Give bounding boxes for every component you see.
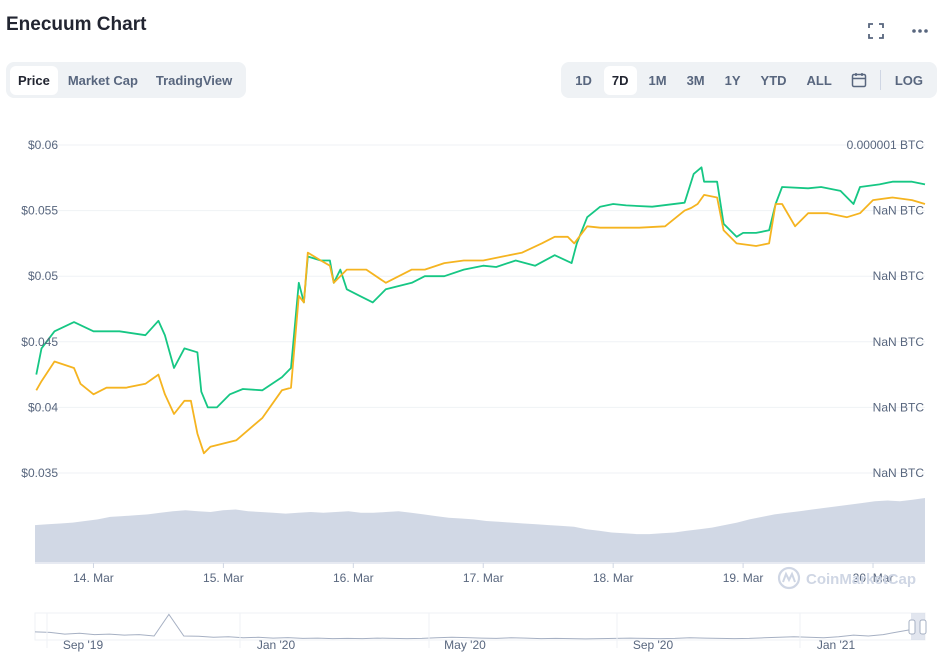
- navigator-tick-label: Sep '20: [633, 638, 674, 652]
- x-tick-label: 14. Mar: [73, 571, 114, 585]
- usd-price-line: [35, 166, 926, 409]
- navigator-tick-label: Jan '21: [817, 638, 856, 652]
- tab-price[interactable]: Price: [10, 65, 58, 95]
- x-tick-label: 15. Mar: [203, 571, 244, 585]
- calendar-icon[interactable]: [842, 72, 876, 88]
- y-right-tick-label: NaN BTC: [873, 269, 925, 283]
- range-ytd[interactable]: YTD: [760, 72, 787, 88]
- y-tick-label: $0.045: [21, 335, 58, 349]
- navigator[interactable]: Sep '19 Jan '20 May '20 Sep '20 Jan '21: [34, 612, 927, 652]
- y-tick-label: $0.06: [28, 138, 58, 152]
- y-right-tick-label: NaN BTC: [873, 466, 925, 480]
- x-tick-label: 20. Mar: [853, 571, 894, 585]
- watermark-text: CoinMarketCap: [806, 571, 916, 588]
- range-separator: [879, 70, 881, 90]
- y-tick-label: $0.04: [28, 400, 58, 414]
- range-3m[interactable]: 3M: [686, 72, 705, 88]
- y-tick-label: $0.035: [21, 466, 58, 480]
- grid-lines: [35, 144, 925, 474]
- range-7d[interactable]: 7D: [603, 65, 637, 95]
- y-right-tick-label: NaN BTC: [873, 335, 925, 349]
- range-all[interactable]: ALL: [806, 72, 832, 88]
- axis-labels: $0.06 0.000001 BTC $0.055 NaN BTC $0.05 NaN B…: [21, 138, 925, 585]
- x-tick-label: 19. Mar: [723, 571, 764, 585]
- watermark: CoinMarketCap: [777, 566, 916, 590]
- tab-market-cap[interactable]: Market Cap: [67, 72, 138, 88]
- time-range-selector: 1D 7D 1M 3M 1Y YTD ALL LOG: [561, 62, 937, 98]
- chart-type-tabs: Price Market Cap TradingView: [6, 62, 247, 98]
- y-tick-label: $0.055: [21, 204, 58, 218]
- range-1y[interactable]: 1Y: [724, 72, 741, 88]
- chart-toolbar-icons: [867, 22, 929, 40]
- navigator-frame: [34, 612, 926, 641]
- volume-area: [35, 498, 925, 562]
- navigator-handle-right[interactable]: [919, 619, 927, 635]
- range-1d[interactable]: 1D: [575, 72, 592, 88]
- btc-price-line: [35, 193, 926, 455]
- x-tick-label: 17. Mar: [463, 571, 504, 585]
- coinmarketcap-logo-icon: [777, 566, 801, 590]
- expand-icon[interactable]: [867, 22, 885, 40]
- y-right-tick-label: NaN BTC: [873, 204, 925, 218]
- navigator-handle-left[interactable]: [908, 619, 916, 635]
- x-tick-label: 16. Mar: [333, 571, 374, 585]
- log-toggle[interactable]: LOG: [894, 72, 923, 88]
- navigator-tick-label: Jan '20: [257, 638, 296, 652]
- x-tick-label: 18. Mar: [593, 571, 634, 585]
- tab-tradingview[interactable]: TradingView: [155, 72, 233, 88]
- range-1m[interactable]: 1M: [648, 72, 667, 88]
- y-right-tick-label: NaN BTC: [873, 400, 925, 414]
- y-right-tick-label: 0.000001 BTC: [847, 138, 925, 152]
- price-series: [35, 166, 926, 455]
- navigator-tick-label: May '20: [444, 638, 486, 652]
- navigator-tick-label: Sep '19: [63, 638, 104, 652]
- navigator-line: [34, 613, 914, 640]
- y-tick-label: $0.05: [28, 269, 58, 283]
- more-dots-icon[interactable]: [911, 22, 929, 40]
- volume-area-shape: [35, 498, 925, 562]
- page-title: Enecuum Chart: [6, 14, 147, 35]
